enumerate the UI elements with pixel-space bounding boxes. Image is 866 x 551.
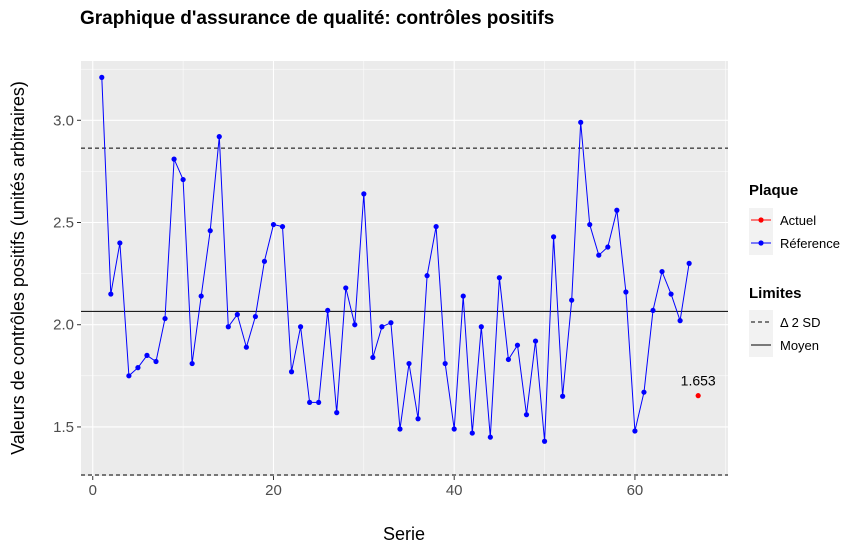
data-point bbox=[370, 354, 376, 361]
data-point bbox=[632, 428, 638, 434]
data-point bbox=[433, 223, 439, 230]
data-point bbox=[614, 207, 620, 213]
y-tick-label: 3.0 bbox=[53, 112, 74, 129]
data-point bbox=[135, 365, 141, 371]
data-point bbox=[578, 119, 584, 125]
data-point bbox=[478, 324, 484, 330]
legend-label-2sd: Δ 2 SD bbox=[780, 315, 820, 330]
data-point bbox=[686, 260, 692, 266]
data-point bbox=[270, 221, 277, 228]
data-point bbox=[487, 434, 493, 440]
data-point bbox=[352, 322, 358, 328]
legend: Plaque Actuel Réference Limites Δ 2 SD M… bbox=[749, 182, 844, 357]
data-point bbox=[153, 358, 159, 365]
data-point bbox=[550, 234, 557, 240]
data-point bbox=[469, 430, 475, 436]
data-point bbox=[334, 410, 340, 416]
data-point bbox=[415, 416, 421, 422]
data-point bbox=[126, 373, 132, 379]
data-point bbox=[505, 356, 512, 363]
data-point bbox=[198, 293, 204, 299]
data-point bbox=[108, 291, 114, 297]
data-point bbox=[695, 393, 701, 399]
plot-panel bbox=[81, 61, 728, 476]
data-point bbox=[117, 240, 123, 246]
data-point bbox=[288, 369, 295, 375]
data-point bbox=[460, 293, 466, 299]
data-point bbox=[279, 223, 286, 230]
x-axis-ticks: 0 20 40 60 bbox=[89, 476, 644, 499]
data-point bbox=[162, 315, 168, 322]
data-point bbox=[234, 311, 240, 318]
y-axis-title: Valeurs de contrôles positifs (unités ar… bbox=[8, 81, 28, 455]
data-point bbox=[496, 275, 502, 281]
data-point bbox=[406, 360, 412, 367]
legend-key-point-actuel bbox=[758, 217, 764, 223]
legend-label-moyen: Moyen bbox=[780, 338, 819, 353]
data-point bbox=[189, 360, 195, 367]
data-point bbox=[361, 191, 367, 197]
chart-title: Graphique d'assurance de qualité: contrô… bbox=[80, 8, 554, 29]
data-point bbox=[307, 399, 313, 406]
legend-label-reference: Réference bbox=[780, 236, 840, 251]
series-layer bbox=[99, 74, 701, 444]
data-point bbox=[523, 412, 530, 418]
data-point bbox=[650, 307, 656, 314]
data-point bbox=[261, 258, 268, 264]
data-point bbox=[659, 268, 665, 275]
data-point bbox=[99, 74, 105, 80]
data-point bbox=[541, 438, 548, 444]
annotations: 1.653 bbox=[681, 373, 716, 389]
data-point bbox=[514, 342, 521, 348]
data-point bbox=[325, 307, 331, 314]
data-point bbox=[216, 134, 222, 140]
data-point bbox=[388, 320, 394, 326]
data-point bbox=[316, 399, 322, 406]
data-point bbox=[677, 318, 683, 324]
data-point bbox=[560, 393, 566, 399]
data-point bbox=[397, 426, 403, 432]
data-point bbox=[442, 360, 448, 367]
legend-title-limites: Limites bbox=[749, 285, 802, 302]
x-tick-label: 20 bbox=[265, 482, 282, 499]
data-point bbox=[297, 324, 304, 330]
data-point bbox=[451, 426, 457, 432]
x-axis-title: Serie bbox=[383, 524, 425, 544]
y-tick-label: 1.5 bbox=[53, 419, 74, 436]
data-point bbox=[180, 176, 186, 183]
data-point bbox=[379, 324, 385, 330]
legend-key-point-reference bbox=[758, 240, 764, 246]
y-tick-label: 2.0 bbox=[53, 317, 74, 334]
data-point bbox=[605, 244, 611, 250]
legend-label-actuel: Actuel bbox=[780, 213, 816, 228]
reference-lines bbox=[81, 147, 728, 476]
x-tick-label: 0 bbox=[89, 482, 97, 499]
data-point bbox=[569, 297, 575, 303]
legend-title-plaque: Plaque bbox=[749, 182, 798, 199]
data-point bbox=[623, 289, 629, 295]
grid-lines bbox=[81, 61, 728, 476]
data-point bbox=[144, 352, 150, 358]
data-point bbox=[225, 324, 231, 330]
data-point bbox=[641, 389, 647, 395]
data-point bbox=[668, 291, 674, 297]
data-point bbox=[171, 156, 177, 162]
y-tick-label: 2.5 bbox=[53, 215, 74, 232]
data-point bbox=[207, 228, 213, 234]
data-point bbox=[343, 285, 349, 291]
x-tick-label: 40 bbox=[446, 482, 463, 499]
data-point bbox=[596, 252, 602, 258]
data-label: 1.653 bbox=[681, 373, 716, 389]
y-axis-ticks: 1.5 2.0 2.5 3.0 bbox=[53, 112, 81, 436]
x-tick-label: 60 bbox=[627, 482, 644, 499]
series-line bbox=[101, 77, 690, 442]
data-point bbox=[587, 221, 593, 228]
data-point bbox=[532, 338, 539, 344]
data-point bbox=[424, 273, 430, 279]
data-point bbox=[243, 344, 249, 350]
data-point bbox=[252, 313, 259, 320]
